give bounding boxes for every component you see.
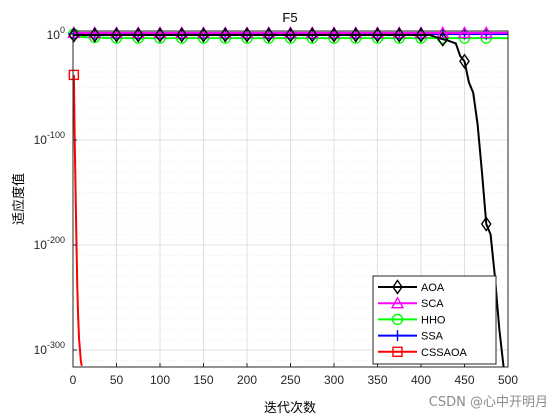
series-marker-aoa (241, 27, 253, 43)
legend-swatch-marker (392, 330, 403, 342)
series-marker-aoa (437, 31, 449, 47)
legend-label: HHO (421, 314, 446, 326)
y-tick-exponent: -200 (47, 235, 65, 245)
chart-title: F5 (282, 10, 297, 25)
legend-item-hho: HHO (378, 313, 446, 326)
series-marker-aoa (306, 27, 318, 43)
series-layer (67, 25, 508, 368)
x-tick-label: 150 (193, 373, 213, 387)
y-tick-label: 100 (47, 25, 65, 42)
y-tick-label-text: 10-100 (34, 130, 65, 147)
series-marker-aoa (393, 27, 405, 43)
x-axis-label: 迭代次数 (264, 400, 316, 416)
series-marker-aoa (132, 27, 144, 43)
series-marker-aoa (480, 216, 492, 232)
series-cssaoa (68, 69, 83, 366)
legend-swatch-marker (390, 296, 405, 309)
legend-swatch-marker (392, 346, 403, 357)
y-tick-exponent: -300 (47, 340, 65, 350)
x-tick-label: 200 (237, 373, 257, 387)
y-tick-base: 10 (34, 133, 48, 147)
y-tick-label-text: 100 (47, 25, 65, 42)
y-tick-base: 10 (34, 238, 48, 252)
legend-label: CSSAOA (421, 347, 468, 359)
series-marker-aoa (198, 27, 209, 43)
series-marker-sca (479, 25, 493, 39)
x-tick-label: 500 (498, 373, 518, 387)
legend-swatch-marker (392, 279, 403, 295)
x-tick-label: 350 (367, 373, 387, 387)
series-marker-aoa (285, 27, 296, 43)
series-aoa (68, 27, 505, 368)
series-marker-aoa (328, 27, 340, 43)
series-line-cssaoa (72, 74, 83, 366)
y-tick-label-text: 10-300 (34, 340, 65, 357)
series-marker-sca (457, 25, 472, 39)
series-marker-aoa (89, 27, 101, 43)
legend-item-ssa: SSA (378, 330, 444, 343)
series-marker-aoa (350, 27, 362, 43)
series-marker-aoa (68, 27, 80, 43)
series-marker-cssaoa (68, 69, 80, 81)
legend-item-aoa: AOA (378, 279, 445, 295)
legend: AOA SCA HHO SSA CSSAOA (372, 275, 497, 365)
series-marker-aoa (459, 53, 470, 69)
series-marker-aoa (154, 27, 166, 43)
x-tick-label: 450 (454, 373, 474, 387)
legend-label: AOA (421, 282, 445, 294)
legend-label: SCA (421, 298, 444, 310)
series-marker-aoa (219, 27, 231, 43)
y-axis-label: 适应度值 (11, 173, 27, 225)
x-tick-label: 300 (324, 373, 344, 387)
series-marker-aoa (372, 27, 383, 43)
ticks: 0 50 100 150 200 250 300 350 400 450 50010010-1001… (34, 25, 519, 387)
x-tick-label: 0 (70, 373, 77, 387)
legend-item-cssaoa: CSSAOA (378, 346, 468, 359)
y-tick-label-text: 10-200 (34, 235, 65, 252)
series-marker-aoa (111, 27, 122, 43)
x-tick-label: 250 (280, 373, 300, 387)
y-tick-exponent: 0 (60, 25, 65, 35)
legend-item-sca: SCA (378, 296, 444, 310)
series-marker-sca (436, 25, 450, 39)
y-tick-label: 10-300 (34, 340, 65, 357)
x-tick-label: 100 (150, 373, 170, 387)
watermark: CSDN @心中开明月 (429, 395, 548, 410)
y-tick-exponent: -100 (47, 130, 65, 140)
series-marker-aoa (263, 27, 275, 43)
series-marker-aoa (415, 27, 427, 43)
x-tick-label: 50 (110, 373, 124, 387)
x-tick-label: 400 (411, 373, 431, 387)
y-tick-base: 10 (34, 343, 48, 357)
y-tick-base: 10 (47, 28, 61, 42)
legend-label: SSA (421, 331, 444, 343)
grid (73, 31, 508, 367)
series-marker-aoa (176, 27, 188, 43)
y-tick-label: 10-100 (34, 130, 65, 147)
y-tick-label: 10-200 (34, 235, 65, 252)
legend-swatch-marker (391, 313, 404, 326)
